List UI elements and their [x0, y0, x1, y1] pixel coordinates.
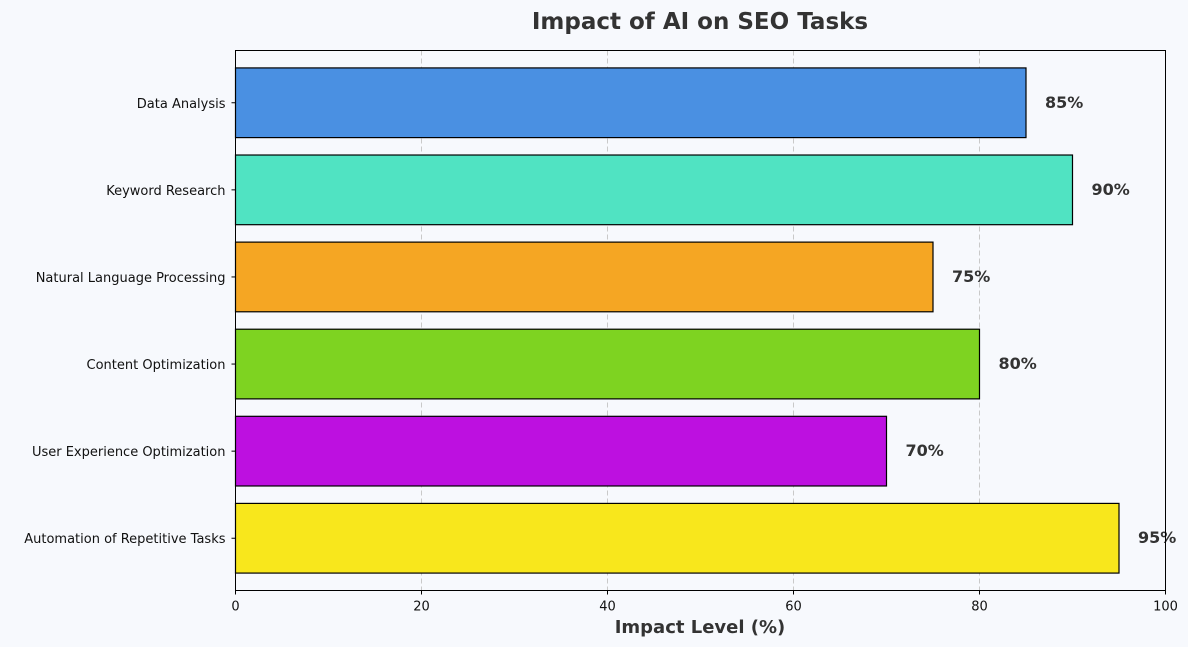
y-tick-label: User Experience Optimization: [32, 445, 226, 460]
x-tick-label: 0: [231, 600, 239, 615]
bar-value-label: 80%: [999, 354, 1037, 373]
grid-lines: [421, 50, 980, 591]
bar: [234, 67, 1027, 139]
value-labels: 85% 90% 75% 80% 70% 95%: [906, 93, 1177, 547]
bar-value-label: 75%: [952, 267, 990, 286]
x-tick-label: 80: [971, 600, 988, 615]
y-tick-label: Automation of Repetitive Tasks: [24, 532, 226, 547]
bar-value-label: 85%: [1045, 93, 1083, 112]
plot-frame: [235, 50, 1166, 591]
bar: [234, 502, 1120, 574]
bar: [234, 241, 934, 313]
bar-value-label: 95%: [1138, 528, 1176, 547]
bar: [234, 328, 981, 400]
x-axis-label: Impact Level (%): [615, 617, 786, 638]
x-tick-label: 40: [599, 600, 616, 615]
bar-value-label: 90%: [1092, 180, 1130, 199]
y-tick-label: Keyword Research: [106, 184, 225, 199]
x-tick-label: 60: [785, 600, 802, 615]
bar: [234, 154, 1074, 226]
y-tick-label: Data Analysis: [137, 97, 226, 112]
x-tick-label: 100: [1153, 600, 1178, 615]
y-tick-label: Natural Language Processing: [36, 271, 226, 286]
y-axis-ticks: Data Analysis Keyword Research Natural Lan…: [24, 97, 236, 547]
y-tick-label: Content Optimization: [87, 358, 226, 373]
bar: [234, 415, 888, 487]
x-tick-label: 20: [413, 600, 430, 615]
x-axis-ticks: 0 20 40 60 80 100: [231, 590, 1178, 615]
bar-value-label: 70%: [906, 441, 944, 460]
chart-title: Impact of AI on SEO Tasks: [532, 9, 868, 35]
bars: [234, 67, 1120, 574]
